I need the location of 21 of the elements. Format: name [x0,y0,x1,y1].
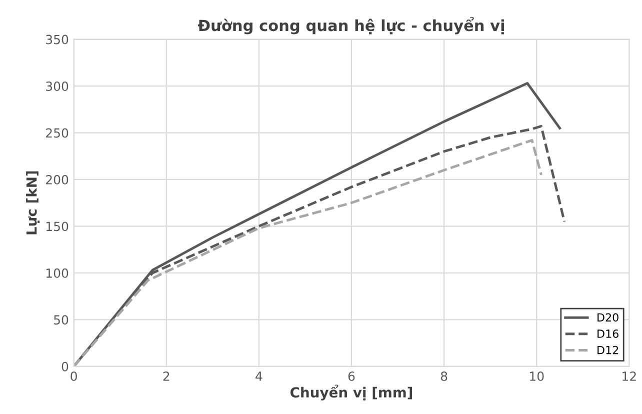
y-axis-title: Lực [kN] [26,171,40,234]
chart-title: Đường cong quan hệ lực - chuyển vị [198,17,504,34]
y-tick-label: 0 [62,362,68,372]
y-tick-label: 250 [46,128,68,138]
y-tick-label: 300 [46,82,68,91]
y-tick-label: 50 [54,315,68,325]
x-tick-label: 8 [440,371,448,381]
y-tick-label: 200 [46,174,68,184]
y-tick-label: 350 [46,34,68,44]
y-tick-label: 150 [46,222,68,232]
legend-label: D20 [598,313,618,322]
x-tick-label: 10 [530,371,544,381]
x-tick-label: 4 [256,372,262,381]
legend-label: D12 [598,346,618,354]
y-tick-label: 100 [46,268,68,278]
x-tick-label: 6 [348,371,355,381]
legend-label: D16 [598,330,618,338]
x-tick-label: 12 [622,371,636,381]
x-tick-label: 2 [163,371,170,381]
x-axis-title: Chuyển vị [mm] [290,384,412,400]
x-tick-label: 0 [70,371,77,381]
